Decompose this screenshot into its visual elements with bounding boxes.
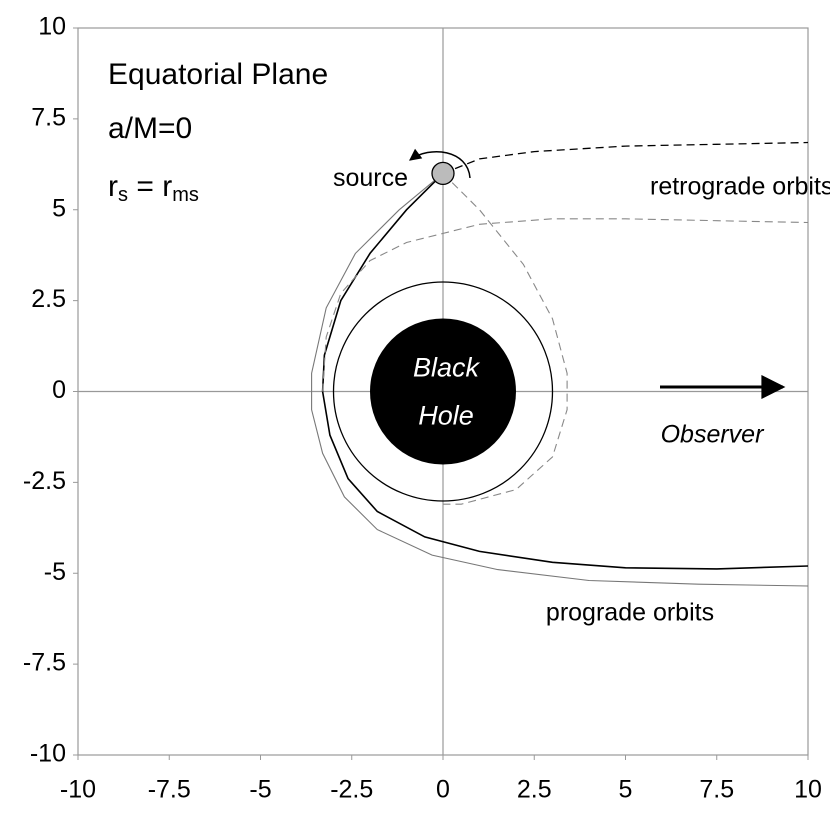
annotation: retrograde orbits xyxy=(650,173,830,201)
label-part: = r xyxy=(128,170,172,203)
source xyxy=(431,161,455,186)
x-tick-label: 5 xyxy=(619,776,633,804)
source-label: source xyxy=(333,164,408,192)
title: Equatorial Plane xyxy=(108,58,328,91)
x-tick-label: 2.5 xyxy=(517,776,552,804)
plot-area: -10 -7.5 -5 -2.5 0 2.5 5 7.5 10 -10 -7.5 -5 -2.5 0 2.5… xyxy=(23,13,822,804)
x-tick-label: 7.5 xyxy=(699,776,734,804)
radius-label: rs = rms xyxy=(108,170,199,206)
y-tick-label: -2.5 xyxy=(23,467,66,495)
orbit-line xyxy=(311,172,809,587)
label-sub: ms xyxy=(172,184,199,206)
x-tick-label: -2.5 xyxy=(330,776,373,804)
label-part: r xyxy=(108,170,118,203)
orbit-line xyxy=(321,172,809,570)
y-tick-label: 0 xyxy=(52,376,66,404)
label-sub: s xyxy=(118,184,128,206)
y-tick-label: 2.5 xyxy=(31,285,66,313)
x-tick-label: 10 xyxy=(794,776,822,804)
black-hole xyxy=(370,318,516,465)
annotation: prograde orbits xyxy=(546,599,714,627)
y-tick-label: -7.5 xyxy=(23,649,66,677)
y-tick-label: 10 xyxy=(38,13,66,41)
y-tick-label: -10 xyxy=(30,740,66,768)
y-tick-label: 7.5 xyxy=(31,103,66,131)
orbit-line xyxy=(442,141,809,175)
x-tick-label: -10 xyxy=(60,776,96,804)
x-tick-label: 0 xyxy=(436,776,450,804)
rotation-arrow xyxy=(409,148,471,179)
subtitle: a/M=0 xyxy=(108,112,192,145)
photon-orbit xyxy=(332,281,554,502)
y-tick-label: 5 xyxy=(52,194,66,222)
annotation: Observer xyxy=(661,421,765,449)
orbit-line xyxy=(322,218,809,392)
x-tick-label: -5 xyxy=(249,776,271,804)
black-hole-label: Black xyxy=(413,353,481,383)
y-tick-label: -5 xyxy=(44,558,66,586)
x-tick-label: -7.5 xyxy=(148,776,191,804)
black-hole-label: Hole xyxy=(418,401,474,431)
